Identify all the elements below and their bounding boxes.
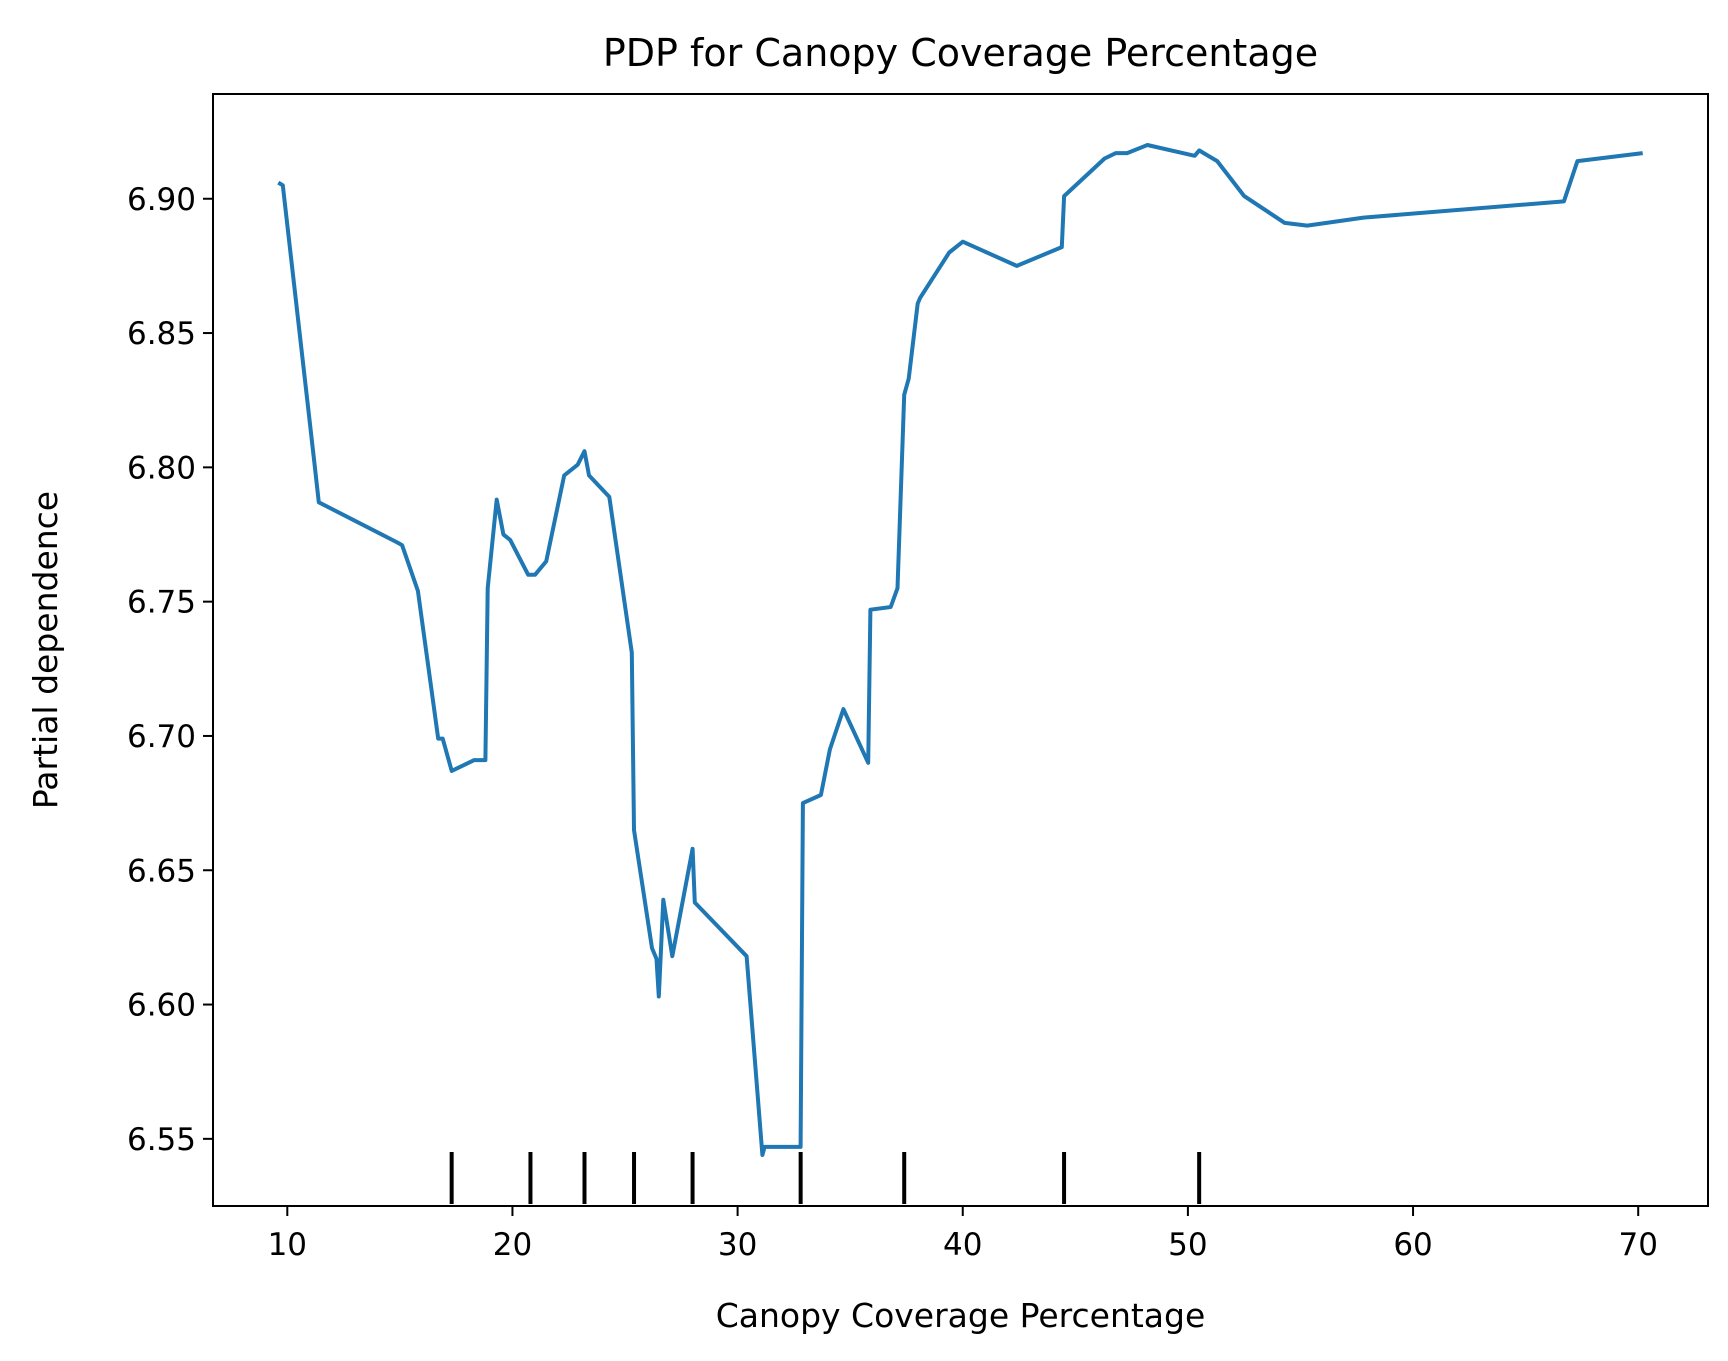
y-tick-label: 6.60 bbox=[127, 988, 196, 1024]
x-tick-label: 10 bbox=[268, 1227, 307, 1263]
y-tick-label: 6.90 bbox=[127, 182, 196, 218]
x-axis-label: Canopy Coverage Percentage bbox=[716, 1296, 1206, 1335]
plot-frame bbox=[212, 93, 1709, 1207]
x-tick-label: 30 bbox=[718, 1227, 757, 1263]
x-axis: 10 20 30 40 50 60 70 bbox=[268, 1206, 1658, 1263]
x-tick-label: 50 bbox=[1168, 1227, 1207, 1263]
x-tick-label: 20 bbox=[493, 1227, 532, 1263]
y-axis: 6.55 6.60 6.65 6.70 6.75 6.80 6.85 6.90 bbox=[127, 182, 213, 1158]
chart-title: PDP for Canopy Coverage Percentage bbox=[603, 31, 1318, 75]
y-axis-label: Partial dependence bbox=[26, 491, 65, 809]
x-tick-label: 60 bbox=[1393, 1227, 1432, 1263]
y-tick-label: 6.75 bbox=[127, 585, 196, 621]
line-layer bbox=[277, 143, 1643, 1157]
x-tick-label: 70 bbox=[1618, 1227, 1657, 1263]
y-tick-label: 6.85 bbox=[127, 316, 196, 352]
x-tick-label: 40 bbox=[943, 1227, 982, 1263]
partial-dependence-line bbox=[277, 143, 1643, 1157]
y-tick-label: 6.65 bbox=[127, 853, 196, 889]
y-tick-label: 6.70 bbox=[127, 719, 196, 755]
rug-layer bbox=[449, 1152, 1202, 1204]
y-tick-label: 6.80 bbox=[127, 450, 196, 486]
y-tick-label: 6.55 bbox=[127, 1122, 196, 1158]
